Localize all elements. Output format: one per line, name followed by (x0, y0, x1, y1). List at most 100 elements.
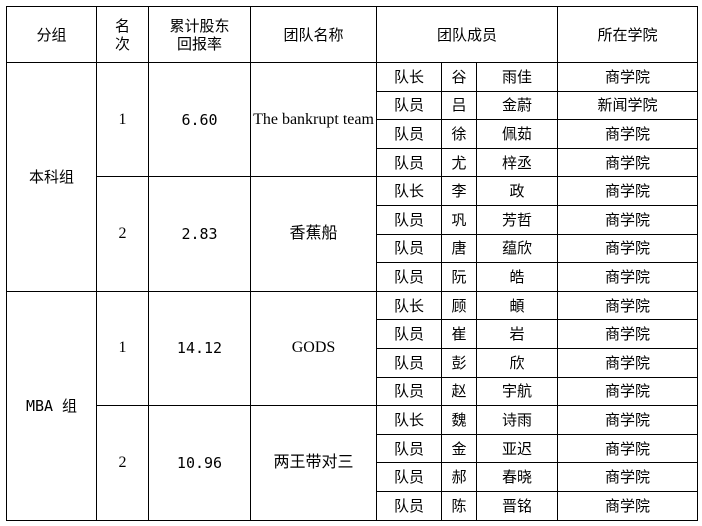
table-row: MBA 组 1 14.12 GODS 队长顾頔商学院 (6, 290, 698, 521)
member-role: 队员 (376, 462, 442, 492)
member-college: 商学院 (557, 262, 698, 292)
member-given-name: 頔 (476, 290, 558, 321)
member-surname: 赵 (441, 376, 477, 407)
member-college: 商学院 (557, 204, 698, 235)
member-role: 队员 (376, 147, 442, 178)
member-role: 队长 (376, 62, 442, 92)
group-name: 本科组 (6, 62, 97, 292)
member-college: 商学院 (557, 62, 698, 92)
member-surname: 陈 (441, 490, 477, 521)
member-surname: 魏 (441, 405, 477, 435)
member-college: 商学院 (557, 490, 698, 521)
member-role: 队员 (376, 90, 442, 121)
header-group: 分组 (6, 6, 97, 63)
table-body: 本科组 1 6.60 The bankrupt team 队长谷雨佳 商学院 队员吕金蔚 新闻… (6, 61, 698, 521)
team-return: 10.96 (148, 405, 251, 521)
header-return: 累计股东 回报率 (148, 6, 251, 63)
table-row: 队员徐佩茹 商学院 (7, 119, 698, 149)
team-rank: 2 (96, 405, 149, 521)
member-given-name: 欣 (476, 347, 558, 378)
member-given-name: 岩 (476, 319, 558, 349)
member-surname: 徐 (441, 119, 477, 149)
member-given-name: 宇航 (476, 376, 558, 407)
table-row: 队员巩芳哲 商学院 (7, 204, 698, 235)
member-college: 商学院 (557, 176, 698, 206)
member-role: 队员 (376, 233, 442, 264)
member-college: 商学院 (557, 119, 698, 149)
member-given-name: 晋铭 (476, 490, 558, 521)
member-role: 队员 (376, 119, 442, 149)
member-surname: 吕 (441, 90, 477, 121)
member-college: 商学院 (557, 405, 698, 435)
member-surname: 阮 (441, 262, 477, 292)
table-row: 队员尤梓丞 商学院 (7, 147, 698, 178)
header-return-line2: 回报率 (176, 34, 222, 53)
member-college: 新闻学院 (557, 90, 698, 121)
team-rank: 1 (96, 290, 149, 407)
member-role: 队员 (376, 433, 442, 464)
member-role: 队员 (376, 262, 442, 292)
member-given-name: 蕴欣 (476, 233, 558, 264)
member-role: 队员 (376, 347, 442, 378)
member-surname: 谷 (441, 62, 477, 92)
member-given-name: 皓 (476, 262, 558, 292)
member-role: 队长 (376, 405, 442, 435)
member-college: 商学院 (557, 233, 698, 264)
member-college: 商学院 (557, 433, 698, 464)
table-row: 本科组 1 6.60 The bankrupt team 队长谷雨佳 商学院 (6, 61, 698, 292)
team-return: 6.60 (148, 61, 251, 178)
header-rank-line2: 次 (114, 34, 130, 53)
results-table: 分组 名次 累计股东 回报率 团队名称 团队成员 所在学院 本科组 1 6.60 The… (6, 6, 698, 521)
member-role: 队员 (376, 204, 442, 235)
header-rank-line1: 名 (114, 16, 130, 35)
header-team-name: 团队名称 (250, 6, 377, 63)
member-college: 商学院 (557, 319, 698, 349)
team-rank: 1 (96, 61, 149, 178)
table-row: 队员唐蕴欣 商学院 (7, 233, 698, 264)
table-row: 队员郝春晓 商学院 (7, 462, 698, 492)
member-surname: 李 (441, 176, 477, 206)
team-return: 14.12 (148, 290, 251, 407)
team-name: GODS (250, 290, 377, 407)
member-role: 队长 (376, 176, 442, 206)
header-college: 所在学院 (557, 6, 698, 63)
table-row: 队员吕金蔚 新闻学院 (7, 90, 698, 121)
table-row: 2 2.83 香蕉船 队长李政商学院 (7, 176, 698, 292)
member-surname: 彭 (441, 347, 477, 378)
member-given-name: 梓丞 (476, 147, 558, 178)
member-given-name: 金蔚 (476, 90, 558, 121)
member-given-name: 诗雨 (476, 405, 558, 435)
team-name: 两王带对三 (250, 405, 377, 521)
member-surname: 金 (441, 433, 477, 464)
member-college: 商学院 (557, 290, 698, 321)
team-name: The bankrupt team (250, 61, 377, 178)
member-surname: 崔 (441, 319, 477, 349)
member-surname: 唐 (441, 233, 477, 264)
header-rank: 名次 (96, 6, 149, 63)
member-surname: 郝 (441, 462, 477, 492)
table-row: 2 10.96 两王带对三 队长魏诗雨 商学院 (7, 405, 698, 521)
member-surname: 尤 (441, 147, 477, 178)
member-given-name: 春晓 (476, 462, 558, 492)
member-role: 队员 (376, 490, 442, 521)
table-row: 队员阮皓商学院 (7, 262, 698, 292)
member-given-name: 雨佳 (476, 62, 558, 92)
member-given-name: 佩茹 (476, 119, 558, 149)
table-row: 队员崔岩商学院 (7, 319, 698, 349)
group-name: MBA 组 (6, 290, 97, 521)
member-given-name: 芳哲 (476, 204, 558, 235)
member-role: 队员 (376, 376, 442, 407)
table-row: 队员陈晋铭 商学院 (7, 490, 698, 521)
member-given-name: 亚迟 (476, 433, 558, 464)
team-name: 香蕉船 (250, 176, 377, 292)
header-row: 分组 名次 累计股东 回报率 团队名称 团队成员 所在学院 (6, 6, 698, 63)
member-role: 队员 (376, 319, 442, 349)
member-role: 队长 (376, 290, 442, 321)
member-surname: 顾 (441, 290, 477, 321)
header-members: 团队成员 (376, 6, 558, 63)
member-surname: 巩 (441, 204, 477, 235)
member-college: 商学院 (557, 376, 698, 407)
member-college: 商学院 (557, 147, 698, 178)
team-return: 2.83 (148, 176, 251, 292)
team-rank: 2 (96, 176, 149, 292)
